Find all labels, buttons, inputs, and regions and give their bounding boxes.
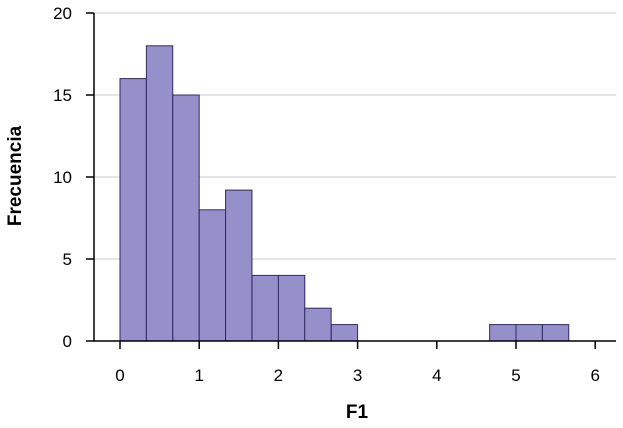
histogram-bar	[277, 274, 306, 342]
y-tick-label: 15	[53, 86, 72, 105]
histogram-bar	[304, 307, 332, 342]
y-tick-label: 10	[53, 168, 72, 187]
y-axis-title: Frecuencia	[5, 125, 26, 226]
x-tick-label: 5	[511, 366, 520, 385]
x-tick-label: 3	[353, 366, 362, 385]
histogram-bar	[225, 189, 253, 342]
histogram-bar	[251, 274, 279, 342]
histogram-bars	[119, 45, 570, 342]
histogram-bar	[198, 209, 227, 342]
x-axis-title: F1	[346, 402, 369, 423]
tick-labels: 0 5 10 15 20 0 1 2 3 4 5 6	[53, 4, 600, 385]
y-tick-label: 5	[63, 250, 72, 269]
x-tick-label: 0	[115, 366, 124, 385]
histogram-bar	[119, 78, 147, 342]
x-tick-label: 2	[274, 366, 283, 385]
histogram-bar	[489, 324, 517, 342]
x-tick-label: 1	[194, 366, 203, 385]
histogram-bar	[515, 324, 543, 342]
histogram-bar	[541, 324, 570, 342]
histogram-bar	[145, 45, 174, 342]
axes	[86, 12, 616, 349]
y-tick-label: 20	[53, 4, 72, 23]
x-tick-label: 4	[432, 366, 441, 385]
histogram-bar	[330, 324, 359, 342]
y-tick-label: 0	[63, 332, 72, 351]
x-tick-label: 6	[590, 366, 599, 385]
histogram-bar	[172, 94, 200, 342]
